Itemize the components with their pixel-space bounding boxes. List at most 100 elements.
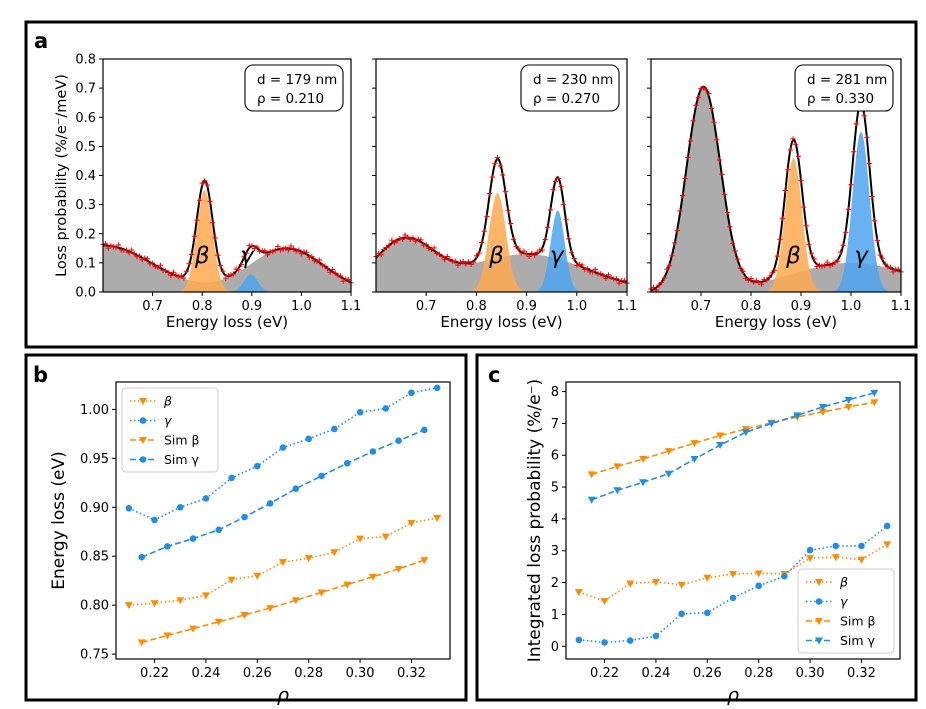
- measured-point: [322, 263, 328, 269]
- data-point: [870, 399, 879, 407]
- measured-point: [722, 191, 728, 198]
- measured-point: [264, 252, 271, 258]
- data-point: [137, 639, 146, 647]
- measured-point: [257, 248, 263, 254]
- measured-point: [529, 250, 535, 256]
- measured-point: [465, 259, 472, 265]
- measured-point: [785, 167, 791, 173]
- x-tick-label: 0.9: [791, 299, 812, 314]
- measured-point: [186, 261, 192, 267]
- data-point: [318, 472, 325, 480]
- measured-point: [693, 102, 699, 108]
- measured-point: [189, 251, 195, 258]
- measured-point: [340, 278, 346, 284]
- data-point: [883, 541, 892, 549]
- y-tick-label: 0.90: [80, 501, 109, 516]
- measured-point: [576, 261, 583, 267]
- x-axis-label: ρ: [727, 684, 739, 706]
- x-axis-label: ρ: [277, 684, 289, 706]
- spectrum-plot-d179: β γ d = 179 nm ρ = 0.210 0.7 0.8 0.9 1.0 1.1 0.0 0…: [54, 53, 361, 332]
- data-point: [305, 435, 312, 443]
- measured-point: [677, 208, 683, 214]
- x-tick-label: 0.32: [847, 666, 876, 681]
- measured-point: [887, 264, 894, 270]
- plot-frame: [115, 381, 451, 660]
- data-point: [639, 479, 648, 487]
- measured-point: [314, 258, 320, 265]
- measured-point: [142, 255, 148, 261]
- measured-point: [113, 244, 119, 250]
- x-tick-label: 0.7: [691, 299, 712, 314]
- panel-letter-b: b: [33, 363, 48, 387]
- data-point: [755, 582, 762, 590]
- measured-point: [204, 182, 211, 188]
- data-point: [292, 485, 300, 492]
- data-point: [677, 581, 686, 589]
- x-tick-label: 0.24: [191, 666, 220, 681]
- data-point: [600, 598, 609, 606]
- measured-point: [798, 178, 804, 184]
- measured-point: [330, 267, 336, 273]
- measured-point: [814, 263, 820, 270]
- measured-point: [410, 235, 416, 241]
- data-point: [304, 555, 313, 563]
- data-point: [420, 557, 429, 565]
- data-point: [690, 456, 699, 464]
- x-tick-label: 1.1: [617, 299, 638, 314]
- measured-point: [711, 119, 717, 125]
- data-point: [626, 580, 635, 588]
- measured-point: [510, 236, 516, 242]
- data-point: [601, 639, 608, 646]
- panel-a-frame: [24, 20, 918, 349]
- measured-point: [597, 271, 604, 277]
- measured-point: [163, 268, 169, 274]
- measured-point: [439, 253, 445, 259]
- panel-letter-c: c: [488, 363, 500, 387]
- data-point: [806, 546, 814, 554]
- energy-loss-vs-rho-plot: 0.22 0.24 0.26 0.28 0.30 0.32 0.75 0.80 0.85 0.90…: [49, 381, 451, 706]
- legend-box: [121, 387, 219, 473]
- measured-point: [415, 236, 421, 242]
- measured-point: [447, 256, 453, 263]
- measured-point: [391, 240, 398, 246]
- measured-point: [230, 271, 237, 277]
- y-tick-label: 0.80: [80, 599, 109, 614]
- data-point: [279, 559, 287, 567]
- measured-point: [233, 266, 239, 272]
- x-axis-label: Energy loss (eV): [440, 313, 562, 331]
- measured-point: [600, 273, 606, 279]
- legend-label: Sim β: [840, 614, 876, 629]
- measured-point: [674, 228, 680, 234]
- peak-label: β: [785, 243, 801, 269]
- measured-point: [444, 253, 450, 260]
- measured-point: [288, 243, 294, 249]
- data-point: [844, 403, 853, 411]
- measured-point: [616, 280, 622, 286]
- measured-point: [714, 137, 720, 143]
- measured-point: [502, 189, 509, 195]
- legend-label: Sim β: [164, 433, 200, 448]
- gamma-peak-fill: [651, 131, 901, 292]
- measured-point: [560, 202, 567, 208]
- data-point: [793, 412, 802, 420]
- measured-point: [165, 269, 171, 276]
- measured-point: [103, 241, 109, 247]
- measured-point: [150, 260, 156, 266]
- measured-point: [695, 95, 701, 101]
- measured-point: [147, 261, 153, 267]
- series-line: [141, 559, 425, 644]
- data-point: [124, 602, 133, 610]
- data-point: [844, 396, 853, 404]
- measured-point: [727, 224, 733, 230]
- measured-point: [243, 250, 250, 256]
- measured-point: [840, 242, 846, 248]
- x-tick-label: 0.9: [516, 299, 537, 314]
- data-point: [407, 519, 416, 527]
- legend-label: γ: [164, 413, 172, 428]
- annotation-text: ρ = 0.210: [257, 91, 324, 107]
- measured-point: [651, 284, 657, 290]
- measured-point: [590, 269, 596, 275]
- measured-point: [343, 276, 349, 282]
- y-tick-label: 0.95: [80, 452, 109, 467]
